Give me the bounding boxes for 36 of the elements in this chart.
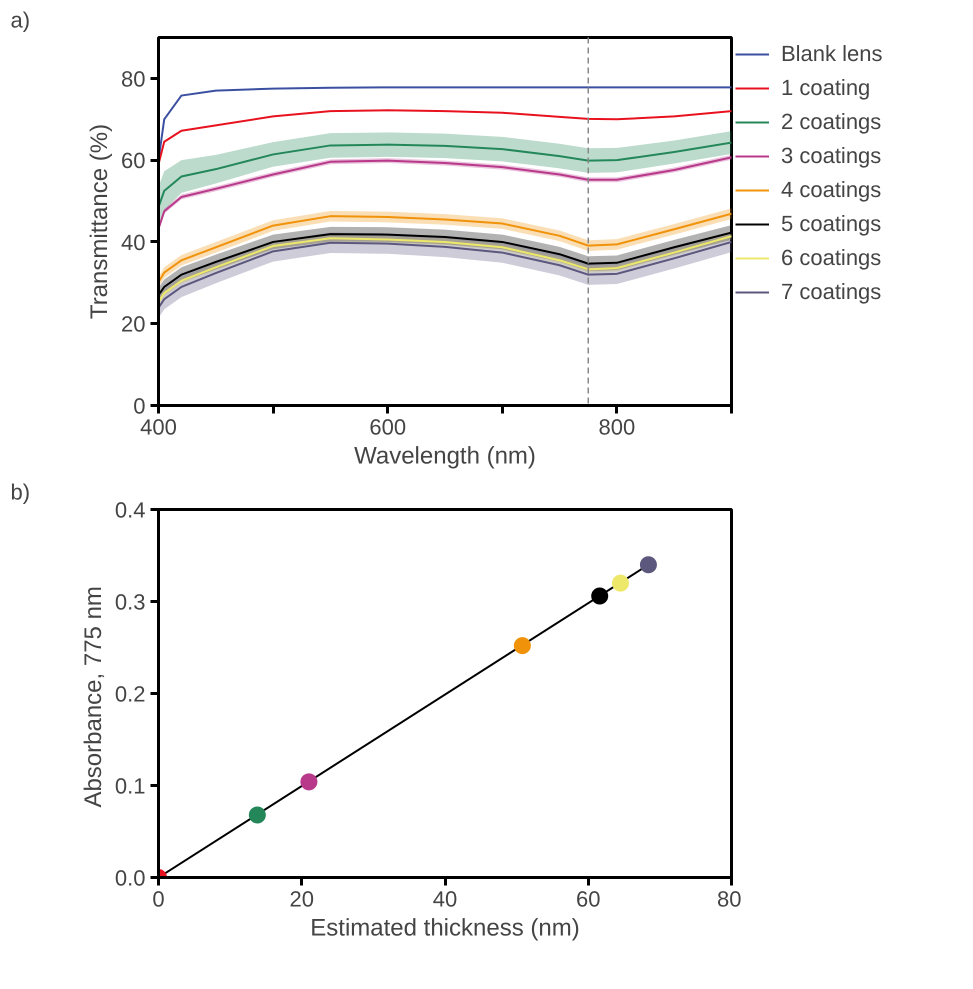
y-axis-title: Transmittance (%)	[86, 124, 114, 320]
x-tick-label: 20	[290, 886, 314, 912]
y-axis-title: Absorbance, 775 nm	[80, 586, 107, 808]
legend-label: 7 coatings	[781, 279, 882, 305]
point	[640, 556, 657, 574]
legend-label: 1 coating	[781, 75, 870, 101]
legend-label: 5 coatings	[781, 211, 882, 237]
x-axis-title: Wavelength (nm)	[354, 442, 536, 470]
x-tick-label: 40	[432, 886, 458, 912]
y-tick-label: 0.3	[114, 590, 146, 614]
legend-label: 3 coatings	[781, 143, 882, 169]
y-tick-label: 40	[121, 230, 146, 255]
point	[514, 637, 531, 654]
y-tick-label: 0.1	[114, 774, 146, 798]
legend-label: 4 coatings	[781, 177, 882, 203]
x-tick-label: 80	[717, 886, 742, 912]
y-tick-label: 80	[121, 66, 146, 92]
x-tick-label: 600	[369, 414, 406, 440]
y-tick-label: 60	[121, 148, 146, 174]
x-tick-label: 800	[598, 414, 636, 440]
y-tick-label: 0.4	[114, 498, 146, 522]
x-tick-label: 0	[152, 886, 165, 912]
point	[248, 806, 266, 824]
point	[300, 773, 318, 790]
x-tick-label: 60	[576, 886, 600, 912]
y-tick-label: 20	[121, 312, 146, 337]
legend-label: Blank lens	[781, 41, 883, 67]
y-tick-label: 0.0	[114, 866, 146, 890]
legend-label: 2 coatings	[781, 109, 882, 135]
y-tick-label: 0.2	[114, 682, 146, 706]
x-axis-title: Estimated thickness (nm)	[310, 914, 580, 942]
point	[612, 574, 629, 592]
legend-label: 6 coatings	[781, 245, 882, 271]
point	[591, 587, 608, 604]
chart-title: b)	[10, 480, 30, 504]
chart-title: a)	[10, 8, 30, 32]
